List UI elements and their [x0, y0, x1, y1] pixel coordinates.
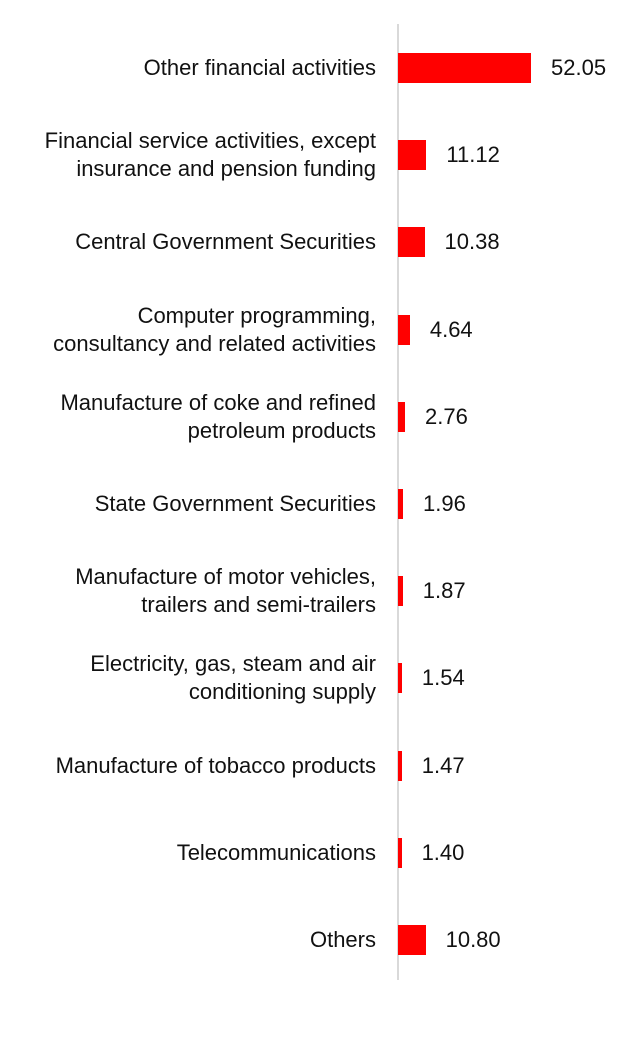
bar: [398, 53, 531, 83]
category-label: Financial service activities, except ins…: [44, 128, 376, 182]
category-label: Telecommunications: [176, 839, 376, 865]
data-label: 10.38: [444, 229, 500, 255]
data-label: 4.64: [429, 316, 473, 342]
data-label: 10.80: [445, 927, 501, 952]
bar: [398, 314, 410, 345]
category-label: Central Government Securities: [75, 229, 376, 255]
bar: [398, 837, 402, 868]
bar: [398, 663, 402, 694]
data-label: 52.05: [551, 55, 607, 80]
data-label: 1.87: [422, 578, 466, 604]
bar: [398, 750, 402, 781]
category-label: Manufacture of tobacco products: [55, 752, 376, 778]
data-label: 1.96: [423, 491, 466, 516]
bar: [398, 489, 403, 519]
category-label: Other financial activities: [143, 55, 376, 80]
bar: [398, 227, 425, 258]
data-label: 2.76: [425, 403, 468, 429]
data-label: 1.47: [421, 752, 465, 778]
category-label: Manufacture of motor vehicles, trailers …: [75, 564, 376, 618]
data-label: 11.12: [446, 142, 500, 168]
bar: [398, 576, 403, 607]
data-label: 1.54: [421, 665, 465, 691]
bar: [398, 401, 406, 432]
category-label: Others: [309, 927, 376, 952]
category-label: Computer programming, consultancy and re…: [53, 302, 376, 356]
category-label: Manufacture of coke and refined petroleu…: [60, 389, 376, 443]
data-label: 1.40: [421, 839, 465, 865]
category-label: Electricity, gas, steam and air conditio…: [90, 651, 376, 705]
bar: [398, 140, 427, 171]
category-label: State Government Securities: [94, 491, 376, 516]
bar: [398, 925, 426, 955]
